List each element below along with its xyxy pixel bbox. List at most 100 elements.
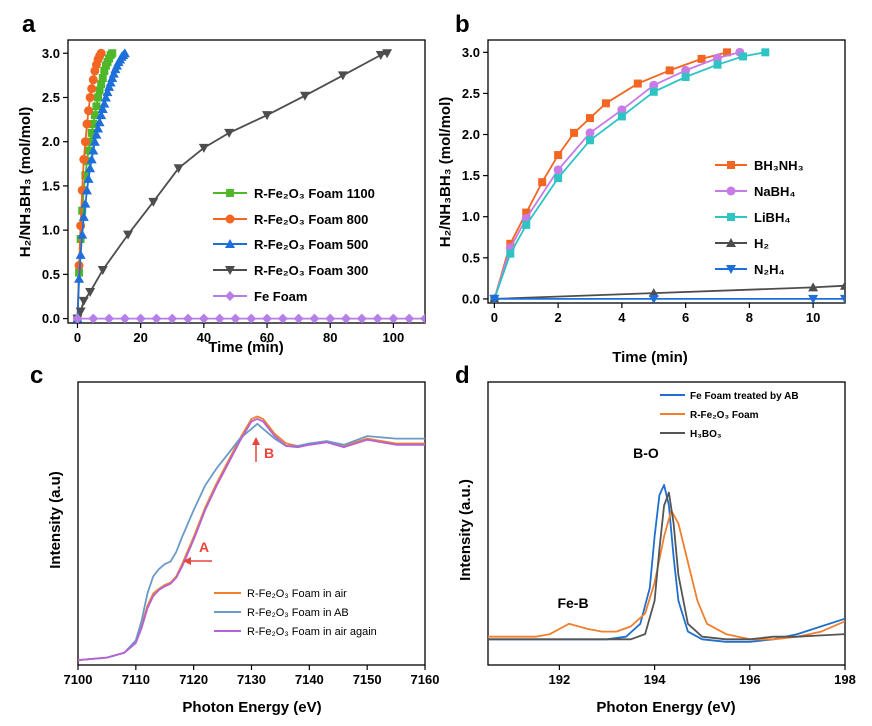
data-point [554, 151, 563, 160]
legend-label: NaBH₄ [754, 184, 796, 199]
data-point [713, 60, 722, 69]
data-point [97, 80, 106, 89]
panel-a-xlabel: Time (min) [208, 339, 284, 356]
data-point [83, 173, 94, 183]
data-point [89, 120, 98, 129]
data-point [84, 146, 93, 155]
legend-item: H₂ [715, 236, 769, 251]
data-point [337, 71, 348, 81]
legend-label: Fe Foam treated by AB [690, 391, 799, 402]
data-point [246, 313, 257, 323]
series-line [488, 484, 845, 643]
legend-label: BH₃NH₃ [754, 158, 804, 173]
data-point [77, 229, 88, 239]
series-line [78, 422, 425, 661]
data-point [739, 52, 747, 61]
x-tick-label: 20 [133, 330, 147, 345]
legend-item: R-Fe₂O₃ Foam in air [214, 588, 347, 600]
data-point [80, 137, 90, 147]
data-point [586, 114, 594, 123]
panel-c-plot: 7100 7110 7120 7130 7140 7150 7160 [64, 415, 439, 687]
data-point [96, 48, 106, 58]
data-point [372, 313, 383, 323]
data-point [808, 294, 819, 303]
legend-item: LiBH₄ [715, 210, 791, 225]
data-point [553, 165, 563, 175]
data-point [97, 265, 108, 275]
legend-label: H₂ [754, 236, 769, 251]
legend-item: R-Fe₂O₃ Foam [660, 410, 759, 421]
data-point [649, 80, 659, 90]
data-point [617, 105, 627, 115]
data-point [78, 296, 89, 306]
data-point [648, 294, 659, 303]
y-tick-label: 0.5 [42, 267, 60, 282]
series-markers [72, 48, 130, 323]
data-point [585, 128, 595, 138]
data-point [135, 313, 146, 323]
data-point [96, 110, 107, 120]
panel-b-legend: BH₃NH₃ NaBH₄ LiBH₄ H₂ N₂H₄ [715, 158, 804, 277]
data-point [151, 313, 162, 323]
x-tick-label: 10 [806, 310, 820, 325]
legend-item: BH₃NH₃ [715, 158, 804, 173]
panel-c-ylabel: Intensity (a.u) [47, 471, 64, 569]
data-point [586, 136, 594, 145]
data-point [86, 137, 95, 146]
data-point [299, 91, 310, 101]
data-point [78, 206, 87, 215]
x-tick-label: 2 [555, 310, 562, 325]
y-tick-label: 0.0 [42, 311, 60, 326]
legend-label: N₂H₄ [754, 262, 785, 277]
y-tick-label: 1.5 [42, 178, 60, 193]
legend-item: R-Fe₂O₃ Foam 500 [213, 237, 368, 252]
annotation-a-arrow: A [183, 539, 212, 565]
x-tick-label: 0 [74, 330, 81, 345]
data-point [522, 220, 531, 229]
series-markers [489, 294, 845, 303]
legend-item: Fe Foam [213, 289, 307, 304]
data-point [102, 87, 113, 97]
data-point [665, 66, 674, 75]
panel-d-ylabel: Intensity (a.u.) [457, 479, 474, 581]
legend-item: R-Fe₂O₃ Foam in AB [214, 607, 349, 619]
data-point [100, 66, 109, 75]
data-point [375, 51, 386, 61]
data-point [86, 154, 97, 164]
legend-label: H₃BO₃ [690, 429, 722, 440]
data-point [173, 164, 184, 174]
legend-item: H₃BO₃ [660, 429, 722, 440]
legend-label: Fe Foam [254, 289, 307, 304]
x-tick-label: 0 [491, 310, 498, 325]
data-point [123, 230, 134, 240]
series-markers [489, 47, 745, 303]
data-point [723, 48, 732, 57]
x-tick-label: 192 [549, 672, 571, 687]
legend-item: Fe Foam treated by AB [660, 391, 799, 402]
data-point [79, 154, 89, 164]
series-line [78, 415, 425, 661]
series-line [78, 418, 425, 661]
x-tick-label: 60 [260, 330, 274, 345]
legend-label: R-Fe₂O₃ Foam in air [247, 588, 347, 600]
data-point [148, 197, 159, 207]
data-point [89, 136, 100, 146]
data-point [81, 171, 90, 180]
series-line [488, 509, 845, 641]
panel-a-ylabel: H₂/NH₃BH₃ (mol/mol) [17, 107, 34, 258]
data-point [420, 313, 425, 323]
x-tick-label: 40 [197, 330, 211, 345]
panel-label-b: b [455, 11, 470, 38]
panel-a-legend: R-Fe₂O₃ Foam 1100 R-Fe₂O₃ Foam 800 R-Fe₂… [213, 186, 375, 304]
data-point [522, 208, 531, 217]
data-point [88, 313, 99, 323]
data-point [108, 49, 117, 58]
x-tick-label: 7110 [122, 672, 150, 687]
data-point [88, 145, 99, 155]
data-point [198, 313, 209, 323]
panel-label-d: d [455, 362, 470, 389]
legend-label: R-Fe₂O₃ Foam 300 [254, 263, 368, 278]
peak-label-bo: B-O [633, 445, 659, 461]
data-point [325, 313, 336, 323]
data-point [100, 92, 111, 102]
